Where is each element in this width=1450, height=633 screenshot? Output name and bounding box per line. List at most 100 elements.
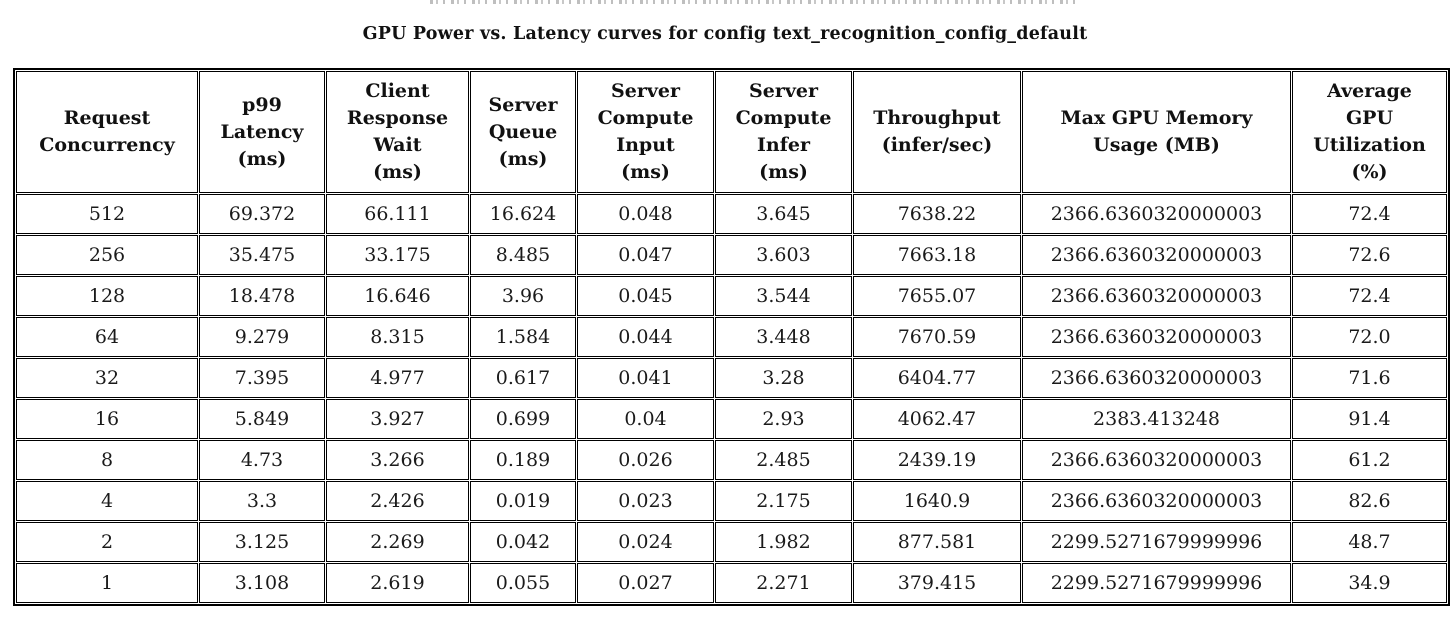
table-cell: 16.624 (470, 194, 576, 234)
table-cell: 3.544 (715, 276, 852, 316)
table-cell: 0.699 (470, 399, 576, 439)
table-cell: 8 (16, 440, 198, 480)
table-cell: 7638.22 (853, 194, 1021, 234)
table-cell: 32 (16, 358, 198, 398)
table-cell: 48.7 (1292, 522, 1447, 562)
table-cell: 72.0 (1292, 317, 1447, 357)
benchmark-table: Request Concurrency p99 Latency (ms) Clien… (13, 68, 1450, 606)
column-header-max-gpu-memory-usage-mb: Max GPU Memory Usage (MB) (1022, 71, 1291, 193)
table-cell: 0.617 (470, 358, 576, 398)
table-cell: 2.485 (715, 440, 852, 480)
table-cell: 2439.19 (853, 440, 1021, 480)
table-cell: 0.024 (577, 522, 714, 562)
table-cell: 71.6 (1292, 358, 1447, 398)
table-cell: 1.584 (470, 317, 576, 357)
table-cell: 2299.5271679999996 (1022, 563, 1291, 603)
table-cell: 1640.9 (853, 481, 1021, 521)
table-cell: 91.4 (1292, 399, 1447, 439)
column-header-server-compute-input-ms: Server Compute Input (ms) (577, 71, 714, 193)
table-cell: 82.6 (1292, 481, 1447, 521)
table-cell: 69.372 (199, 194, 325, 234)
table-row: 16 5.849 3.927 0.699 0.04 2.93 4062.47 2383.413… (16, 399, 1447, 439)
table-header-row: Request Concurrency p99 Latency (ms) Clien… (16, 71, 1447, 193)
table-row: 8 4.73 3.266 0.189 0.026 2.485 2439.19 2366.636… (16, 440, 1447, 480)
table-row: 32 7.395 4.977 0.617 0.041 3.28 6404.77 2366.63… (16, 358, 1447, 398)
table-cell: 379.415 (853, 563, 1021, 603)
table-row: 2 3.125 2.269 0.042 0.024 1.982 877.581 2299.52… (16, 522, 1447, 562)
table-cell: 0.041 (577, 358, 714, 398)
table-cell: 128 (16, 276, 198, 316)
table-cell: 61.2 (1292, 440, 1447, 480)
table-cell: 3.108 (199, 563, 325, 603)
table-cell: 2366.6360320000003 (1022, 194, 1291, 234)
table-cell: 0.027 (577, 563, 714, 603)
table-cell: 2366.6360320000003 (1022, 481, 1291, 521)
table-cell: 66.111 (326, 194, 469, 234)
table-body: 512 69.372 66.111 16.624 0.048 3.645 7638.22 23… (16, 194, 1447, 603)
table-cell: 3.266 (326, 440, 469, 480)
table-row: 256 35.475 33.175 8.485 0.047 3.603 7663.18 236… (16, 235, 1447, 275)
table-cell: 3.3 (199, 481, 325, 521)
table-cell: 7.395 (199, 358, 325, 398)
cropped-text-remnant (430, 0, 1080, 4)
table-cell: 2.93 (715, 399, 852, 439)
column-header-p99-latency-ms: p99 Latency (ms) (199, 71, 325, 193)
table-cell: 0.04 (577, 399, 714, 439)
table-cell: 2366.6360320000003 (1022, 358, 1291, 398)
table-cell: 0.045 (577, 276, 714, 316)
table-cell: 4 (16, 481, 198, 521)
table-cell: 0.055 (470, 563, 576, 603)
table-cell: 0.044 (577, 317, 714, 357)
table-cell: 8.315 (326, 317, 469, 357)
table-cell: 72.4 (1292, 276, 1447, 316)
table-cell: 4.977 (326, 358, 469, 398)
table-cell: 6404.77 (853, 358, 1021, 398)
table-cell: 4.73 (199, 440, 325, 480)
table-cell: 1.982 (715, 522, 852, 562)
table-cell: 0.019 (470, 481, 576, 521)
table-cell: 4062.47 (853, 399, 1021, 439)
table-cell: 2.426 (326, 481, 469, 521)
table-cell: 16 (16, 399, 198, 439)
table-cell: 1 (16, 563, 198, 603)
column-header-server-queue-ms: Server Queue (ms) (470, 71, 576, 193)
table-cell: 512 (16, 194, 198, 234)
table-cell: 7655.07 (853, 276, 1021, 316)
table-cell: 2366.6360320000003 (1022, 317, 1291, 357)
table-cell: 2.175 (715, 481, 852, 521)
table-cell: 0.023 (577, 481, 714, 521)
table-header: Request Concurrency p99 Latency (ms) Clien… (16, 71, 1447, 193)
column-header-throughput-infer-sec: Throughput (infer/sec) (853, 71, 1021, 193)
page-title: GPU Power vs. Latency curves for config … (362, 24, 1088, 44)
table-cell: 2.269 (326, 522, 469, 562)
table-cell: 18.478 (199, 276, 325, 316)
table-cell: 2.271 (715, 563, 852, 603)
table-cell: 2366.6360320000003 (1022, 235, 1291, 275)
table-cell: 34.9 (1292, 563, 1447, 603)
table-cell: 2.619 (326, 563, 469, 603)
table-cell: 7663.18 (853, 235, 1021, 275)
table-cell: 0.047 (577, 235, 714, 275)
table-cell: 3.28 (715, 358, 852, 398)
table-cell: 3.125 (199, 522, 325, 562)
table-cell: 877.581 (853, 522, 1021, 562)
table-cell: 0.189 (470, 440, 576, 480)
table-cell: 3.927 (326, 399, 469, 439)
table-cell: 2299.5271679999996 (1022, 522, 1291, 562)
table-cell: 5.849 (199, 399, 325, 439)
table-row: 64 9.279 8.315 1.584 0.044 3.448 7670.59 2366.6… (16, 317, 1447, 357)
table-cell: 2366.6360320000003 (1022, 440, 1291, 480)
table-row: 1 3.108 2.619 0.055 0.027 2.271 379.415 2299.52… (16, 563, 1447, 603)
table-row: 512 69.372 66.111 16.624 0.048 3.645 7638.22 23… (16, 194, 1447, 234)
table-cell: 72.6 (1292, 235, 1447, 275)
table-cell: 256 (16, 235, 198, 275)
table-cell: 64 (16, 317, 198, 357)
table-cell: 72.4 (1292, 194, 1447, 234)
table-cell: 0.042 (470, 522, 576, 562)
table-cell: 7670.59 (853, 317, 1021, 357)
column-header-request-concurrency: Request Concurrency (16, 71, 198, 193)
table-cell: 3.645 (715, 194, 852, 234)
column-header-server-compute-infer-ms: Server Compute Infer (ms) (715, 71, 852, 193)
table-cell: 9.279 (199, 317, 325, 357)
